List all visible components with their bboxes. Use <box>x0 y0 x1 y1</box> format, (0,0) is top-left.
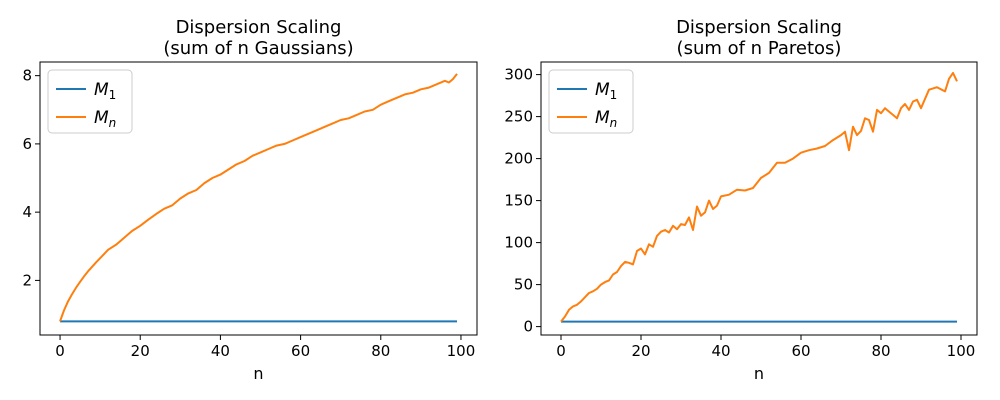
y-tick-label: 150 <box>504 192 533 210</box>
y-tick-label: 300 <box>504 66 533 84</box>
legend-label-subscript: n <box>610 116 618 130</box>
legend-box <box>47 69 133 134</box>
legend-box <box>548 69 634 134</box>
x-tick-label: 0 <box>556 342 566 360</box>
legend-label: M1 <box>94 80 116 102</box>
x-tick-label: 60 <box>291 342 310 360</box>
x-tick-label: 80 <box>871 342 890 360</box>
subplot-2: Dispersion Scaling (sum of n Paretos) 0 20 4… <box>504 17 978 383</box>
legend-label-base: M <box>94 108 109 128</box>
series-line-mn <box>560 71 958 323</box>
x-tick-label: 60 <box>791 342 810 360</box>
x-tick-label: 0 <box>55 342 65 360</box>
chart-title-line: (sum of n Paretos) <box>677 38 842 59</box>
x-tick-label: 40 <box>711 342 730 360</box>
chart-title-line: Dispersion Scaling <box>676 17 842 38</box>
x-tick-label: 100 <box>947 342 976 360</box>
y-tick-label: 6 <box>22 135 32 153</box>
y-tick-label: 200 <box>504 150 533 168</box>
legend-label-base: M <box>94 80 109 100</box>
y-tick-label: 250 <box>504 108 533 126</box>
x-tick-label: 80 <box>371 342 390 360</box>
legend-label-subscript: n <box>109 116 117 130</box>
x-axis-label: n <box>754 364 764 383</box>
x-tick-label: 100 <box>447 342 476 360</box>
legend-label-subscript: 1 <box>610 88 618 102</box>
y-tick-label: 50 <box>514 276 533 294</box>
x-tick-label: 20 <box>131 342 150 360</box>
chart-title: Dispersion Scaling (sum of n Gaussians) <box>163 17 353 59</box>
legend-label: Mn <box>595 108 617 130</box>
x-axis-label: n <box>253 364 263 383</box>
legend-label: M1 <box>595 80 617 102</box>
y-tick-label: 4 <box>22 203 32 221</box>
y-tick-label: 0 <box>523 318 533 336</box>
x-tick-label: 20 <box>631 342 650 360</box>
y-tick-label: 2 <box>22 271 32 289</box>
legend-label-base: M <box>595 80 610 100</box>
subplot-1: Dispersion Scaling (sum of n Gaussians) 0 2… <box>22 17 478 383</box>
chart-title: Dispersion Scaling (sum of n Paretos) <box>676 17 842 59</box>
legend-label: Mn <box>94 108 116 130</box>
legend-label-subscript: 1 <box>109 88 117 102</box>
y-tick-label: 100 <box>504 234 533 252</box>
plot-frame <box>39 61 478 336</box>
legend-label-base: M <box>595 108 610 128</box>
series-line-mn <box>59 73 458 322</box>
chart-title-line: (sum of n Gaussians) <box>163 38 353 59</box>
x-tick-label: 40 <box>211 342 230 360</box>
plot-frame <box>540 61 978 336</box>
y-tick-label: 8 <box>22 67 32 85</box>
chart-title-line: Dispersion Scaling <box>176 17 342 38</box>
